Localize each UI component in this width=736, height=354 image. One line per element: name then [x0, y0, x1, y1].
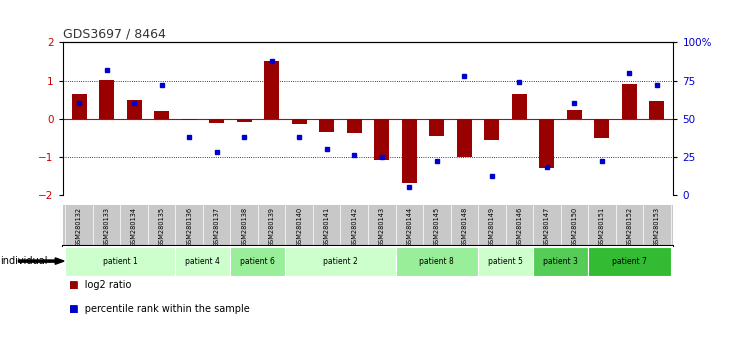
Bar	[286, 247, 395, 275]
Text: GSM280153: GSM280153	[654, 206, 660, 247]
Bar	[127, 100, 141, 119]
Text: ■: ■	[63, 304, 78, 314]
Bar	[512, 94, 527, 119]
Bar	[478, 247, 533, 275]
Bar	[154, 111, 169, 119]
Bar	[347, 119, 362, 133]
Bar	[236, 119, 252, 122]
Text: GSM280142: GSM280142	[351, 206, 357, 247]
Bar	[71, 94, 87, 119]
Text: GSM280134: GSM280134	[131, 206, 137, 247]
Text: patient 8: patient 8	[420, 257, 454, 266]
Bar	[230, 247, 286, 275]
Text: GSM280135: GSM280135	[159, 206, 165, 247]
Bar	[588, 247, 670, 275]
Text: patient 4: patient 4	[185, 257, 220, 266]
Bar	[622, 84, 637, 119]
Text: GSM280139: GSM280139	[269, 206, 275, 246]
Text: GSM280133: GSM280133	[104, 206, 110, 246]
Text: GSM280152: GSM280152	[626, 206, 632, 247]
Text: individual: individual	[0, 256, 48, 266]
Text: GSM280145: GSM280145	[434, 206, 440, 247]
Text: GSM280146: GSM280146	[517, 206, 523, 247]
Text: GSM280138: GSM280138	[241, 206, 247, 247]
Text: patient 2: patient 2	[323, 257, 358, 266]
Text: patient 5: patient 5	[488, 257, 523, 266]
Bar	[374, 119, 389, 160]
Bar	[402, 119, 417, 183]
Text: GSM280150: GSM280150	[571, 206, 577, 247]
Text: GSM280140: GSM280140	[296, 206, 302, 247]
Text: patient 7: patient 7	[612, 257, 647, 266]
Text: GSM280149: GSM280149	[489, 206, 495, 247]
Text: ■  percentile rank within the sample: ■ percentile rank within the sample	[63, 304, 250, 314]
Bar	[319, 119, 334, 132]
Bar	[99, 80, 114, 119]
Text: patient 6: patient 6	[241, 257, 275, 266]
Bar	[539, 119, 554, 168]
Text: GDS3697 / 8464: GDS3697 / 8464	[63, 28, 166, 41]
Text: GSM280136: GSM280136	[186, 206, 192, 247]
Text: patient 1: patient 1	[103, 257, 138, 266]
Bar	[182, 119, 197, 120]
Bar	[533, 247, 588, 275]
Bar	[264, 61, 279, 119]
Text: patient 3: patient 3	[543, 257, 578, 266]
Bar	[66, 247, 175, 275]
Bar	[429, 119, 445, 136]
Bar	[457, 119, 472, 158]
Bar	[595, 119, 609, 138]
Bar	[291, 119, 307, 124]
Text: GSM280132: GSM280132	[76, 206, 82, 247]
Bar	[209, 119, 224, 123]
Text: GSM280144: GSM280144	[406, 206, 412, 247]
Text: GSM280143: GSM280143	[379, 206, 385, 247]
Text: ■: ■	[63, 280, 78, 290]
Text: GSM280137: GSM280137	[213, 206, 219, 247]
Text: GSM280151: GSM280151	[599, 206, 605, 247]
Text: ■  log2 ratio: ■ log2 ratio	[63, 280, 131, 290]
Text: GSM280147: GSM280147	[544, 206, 550, 247]
Text: GSM280141: GSM280141	[324, 206, 330, 247]
Bar	[484, 119, 500, 139]
Bar	[395, 247, 478, 275]
Bar	[567, 110, 582, 119]
Text: GSM280148: GSM280148	[461, 206, 467, 247]
Bar	[649, 102, 665, 119]
Bar	[175, 247, 230, 275]
